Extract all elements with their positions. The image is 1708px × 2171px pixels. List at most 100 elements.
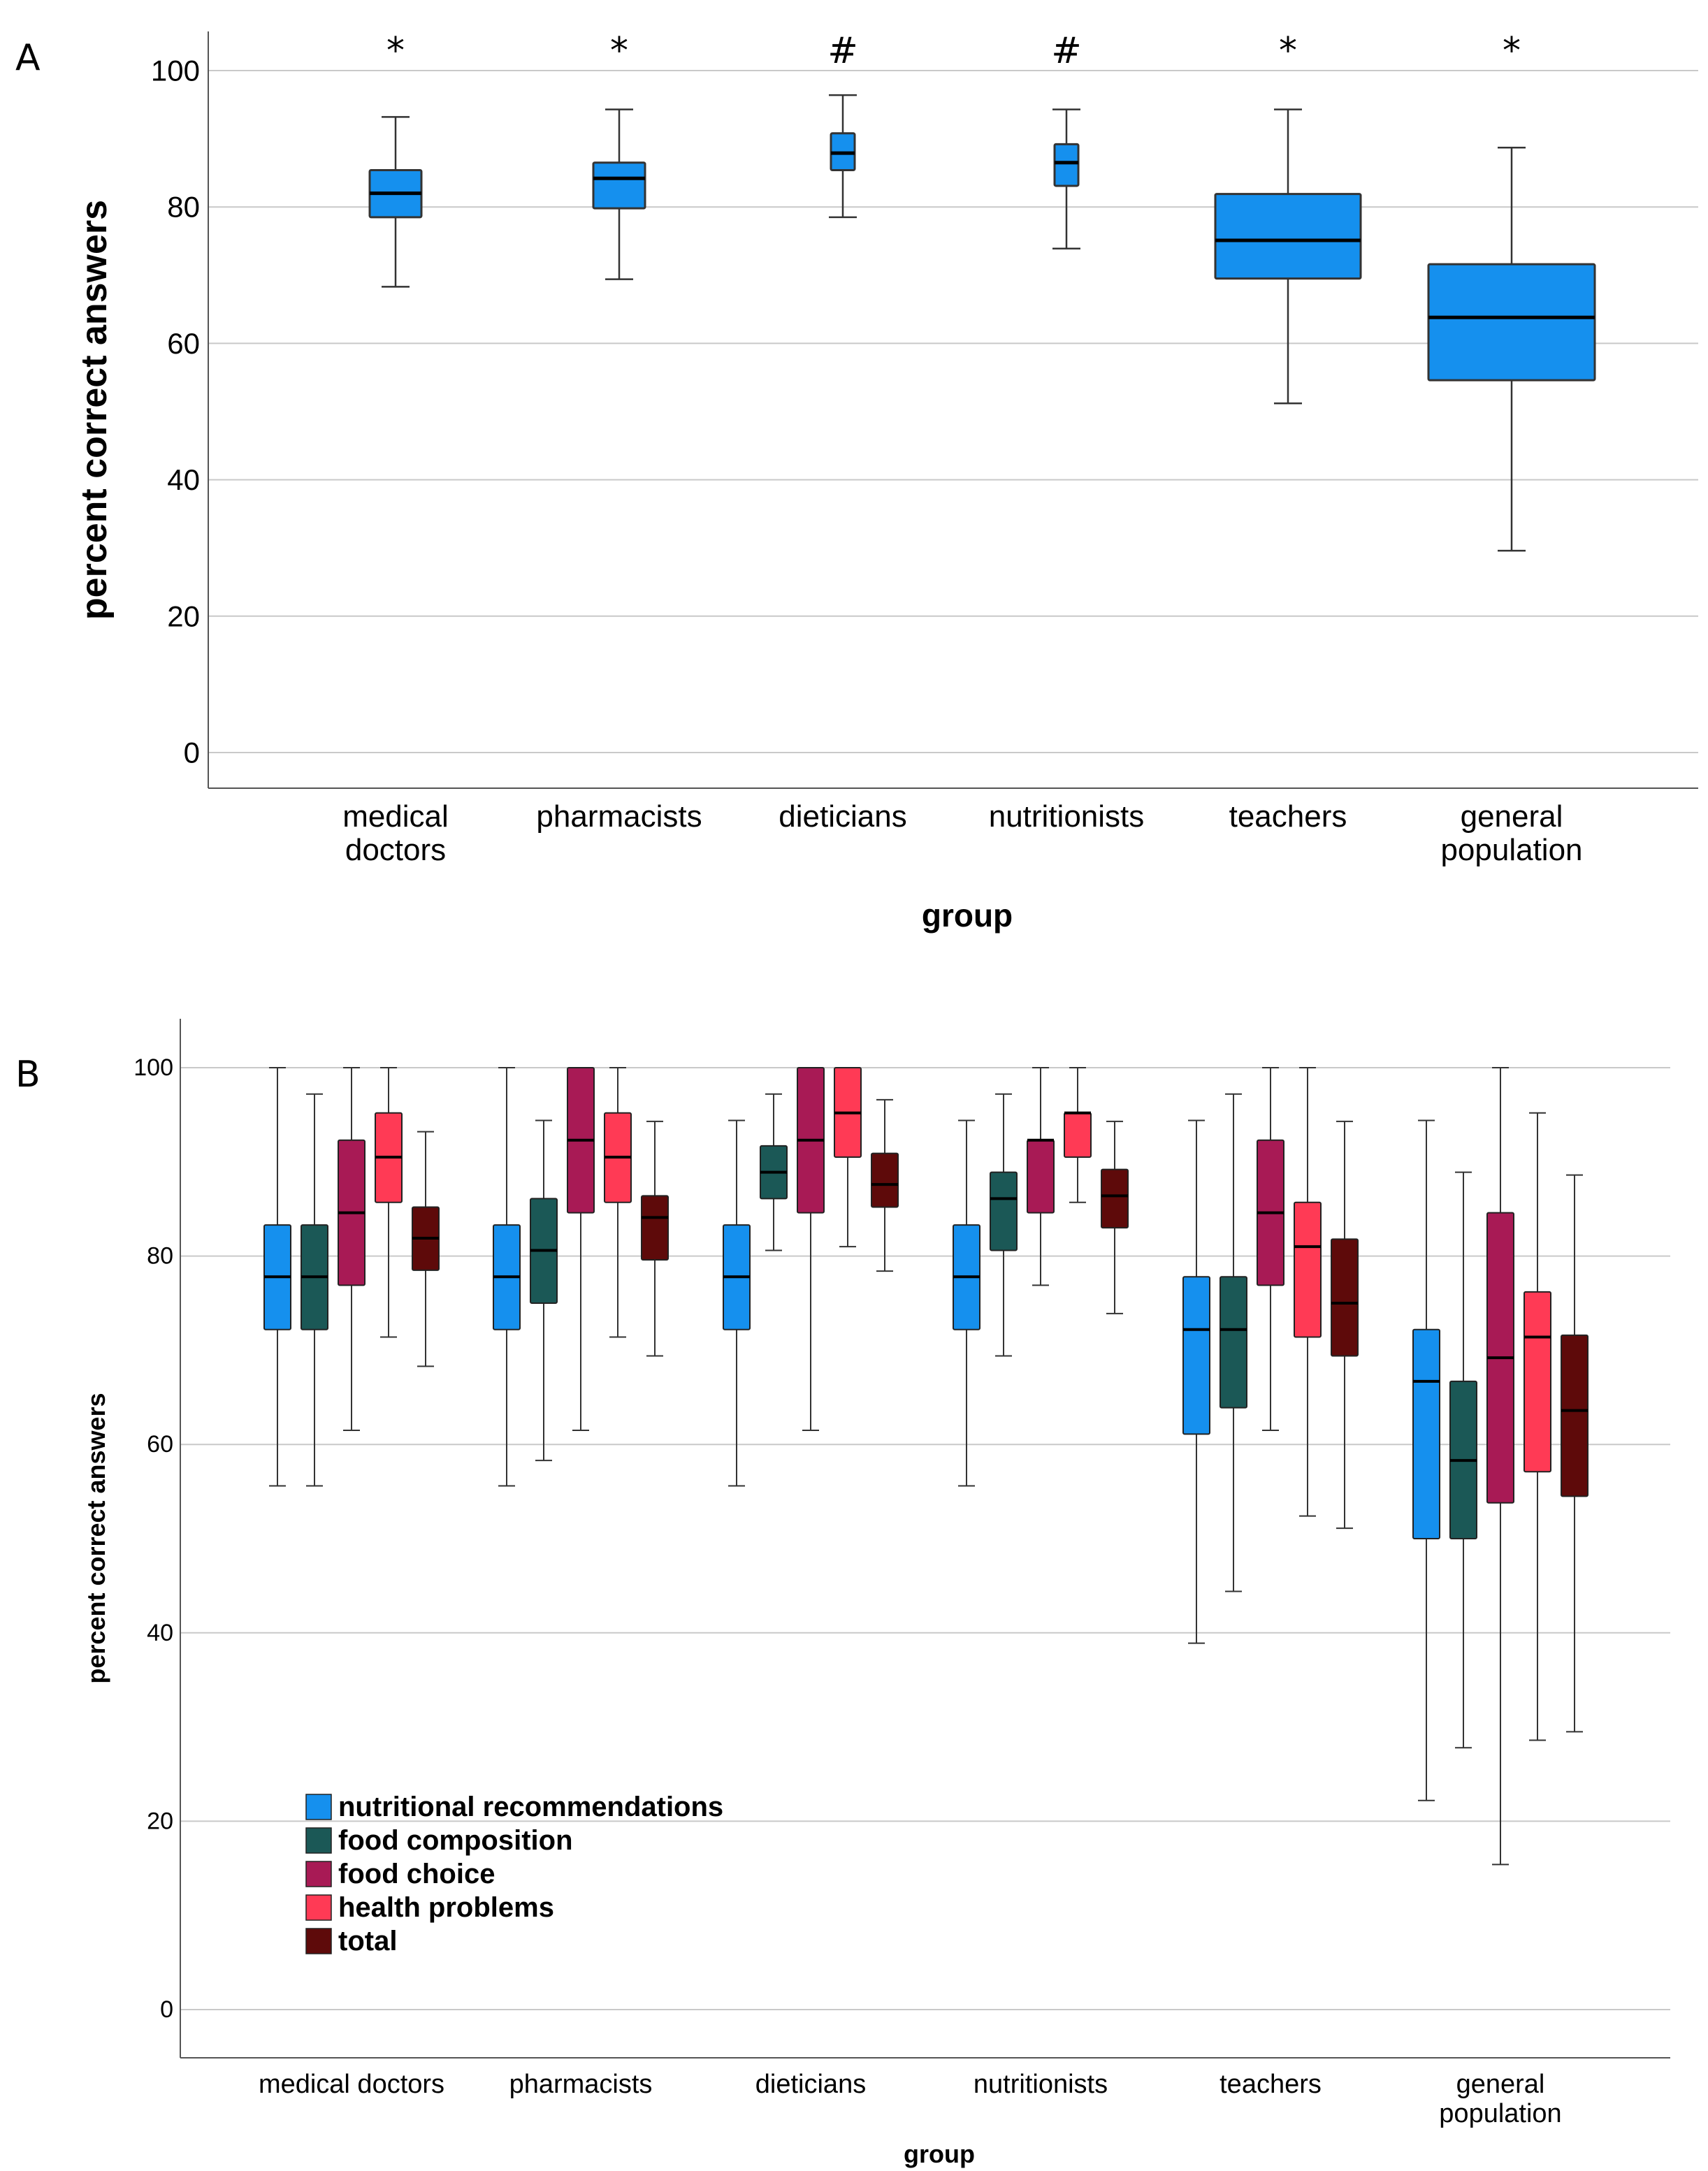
legend-swatch-total bbox=[305, 1928, 332, 1954]
box-nutritional-recommendations-teachers bbox=[1182, 1119, 1210, 1644]
box-total-nutritionists bbox=[1052, 108, 1080, 249]
box-total-general-population bbox=[1561, 1174, 1588, 1733]
significance-mark: * bbox=[1279, 30, 1297, 72]
series-total bbox=[412, 1098, 1588, 1733]
legend-label-food-choice: food choice bbox=[338, 1859, 495, 1889]
box-total-medical-doctors bbox=[368, 116, 423, 288]
x-tick-label-general-population: general population bbox=[1440, 799, 1582, 867]
significance-mark: # bbox=[1051, 30, 1082, 72]
box-iqr bbox=[990, 1171, 1018, 1251]
box-total-teachers bbox=[1214, 108, 1362, 405]
box-iqr bbox=[1064, 1112, 1092, 1159]
box-nutritional-recommendations-medical-doctors bbox=[263, 1067, 291, 1487]
box-iqr bbox=[1101, 1168, 1129, 1229]
x-tick-label-medical-doctors: medical doctors bbox=[342, 799, 449, 867]
y-tick-label: 0 bbox=[184, 736, 200, 769]
significance-mark: * bbox=[610, 30, 628, 72]
box-food-composition-nutritionists bbox=[990, 1093, 1018, 1357]
legend-label-total: total bbox=[338, 1926, 397, 1956]
box-food-composition-general-population bbox=[1449, 1171, 1477, 1749]
box-total-nutritionists bbox=[1101, 1120, 1129, 1314]
box-food-composition-medical-doctors bbox=[301, 1093, 328, 1487]
box-iqr bbox=[1561, 1334, 1588, 1497]
box-food-composition-pharmacists bbox=[530, 1119, 558, 1462]
box-iqr bbox=[1331, 1238, 1359, 1357]
box-health-problems-medical-doctors bbox=[375, 1067, 403, 1338]
box-total-teachers bbox=[1331, 1120, 1359, 1530]
y-tick-label: 60 bbox=[167, 327, 200, 360]
x-tick-label-pharmacists: pharmacists bbox=[536, 799, 702, 834]
x-tick-label-general-population: general population bbox=[1439, 2070, 1561, 2128]
y-tick-label: 40 bbox=[167, 463, 200, 496]
y-tick-label: 80 bbox=[167, 191, 200, 224]
x-tick-label-pharmacists: pharmacists bbox=[509, 2070, 653, 2099]
y-tick-label: 100 bbox=[151, 55, 200, 87]
box-iqr bbox=[1214, 193, 1362, 280]
box-food-choice-dieticians bbox=[797, 1067, 825, 1431]
box-iqr bbox=[1427, 263, 1596, 382]
box-total-pharmacists bbox=[641, 1120, 669, 1357]
y-axis-label: percent correct answers bbox=[82, 1393, 110, 1683]
legend-swatch-health-problems bbox=[305, 1894, 332, 1921]
box-iqr bbox=[871, 1152, 899, 1208]
y-tick-label: 60 bbox=[147, 1431, 173, 1458]
x-axis-label: group bbox=[922, 897, 1013, 934]
box-nutritional-recommendations-pharmacists bbox=[493, 1067, 521, 1487]
box-iqr bbox=[1027, 1139, 1055, 1214]
y-tick-label: 80 bbox=[147, 1243, 173, 1270]
x-tick-label-nutritionists: nutritionists bbox=[974, 2070, 1108, 2099]
x-tick-label-medical-doctors: medical doctors bbox=[259, 2070, 444, 2099]
y-tick-label: 40 bbox=[147, 1620, 173, 1646]
x-tick-label-dieticians: dieticians bbox=[755, 2070, 866, 2099]
series-health-problems bbox=[375, 1067, 1551, 1741]
y-tick-label: 20 bbox=[147, 1808, 173, 1834]
series-total bbox=[368, 94, 1596, 552]
box-health-problems-nutritionists bbox=[1064, 1067, 1092, 1203]
box-food-composition-teachers bbox=[1220, 1093, 1247, 1592]
box-food-choice-nutritionists bbox=[1027, 1067, 1055, 1286]
box-iqr bbox=[1182, 1276, 1210, 1435]
series-food-choice bbox=[338, 1067, 1514, 1866]
box-health-problems-dieticians bbox=[834, 1067, 862, 1248]
legend-swatch-nutritional-recommendations bbox=[305, 1794, 332, 1820]
x-tick-label-nutritionists: nutritionists bbox=[989, 799, 1145, 834]
box-iqr bbox=[1220, 1276, 1247, 1409]
box-total-dieticians bbox=[829, 94, 857, 219]
legend-label-health-problems: health problems bbox=[338, 1892, 554, 1923]
box-iqr bbox=[641, 1195, 669, 1261]
x-tick-label-teachers: teachers bbox=[1229, 799, 1347, 834]
x-tick-label-teachers: teachers bbox=[1220, 2070, 1322, 2099]
box-iqr bbox=[1294, 1201, 1322, 1338]
box-iqr bbox=[1053, 143, 1080, 187]
panel-a: A 0 20 40 60 80 100 percent correct answers grou… bbox=[15, 30, 1698, 934]
box-food-choice-medical-doctors bbox=[338, 1067, 366, 1431]
significance-mark: # bbox=[827, 30, 858, 72]
panel-letter: B bbox=[15, 1054, 41, 1096]
panel-letter: A bbox=[15, 37, 41, 79]
legend-swatch-food-choice bbox=[305, 1861, 332, 1887]
box-nutritional-recommendations-nutritionists bbox=[953, 1119, 980, 1487]
legend-swatch-food-composition bbox=[305, 1827, 332, 1854]
box-total-general-population bbox=[1427, 147, 1596, 552]
box-nutritional-recommendations-general-population bbox=[1412, 1119, 1440, 1801]
box-iqr bbox=[1524, 1291, 1551, 1473]
box-total-pharmacists bbox=[592, 108, 646, 280]
legend-label-nutritional-recommendations: nutritional recommendations bbox=[338, 1792, 723, 1822]
box-total-medical-doctors bbox=[412, 1131, 440, 1367]
y-tick-label: 20 bbox=[167, 600, 200, 632]
significance-mark: * bbox=[1503, 30, 1521, 72]
significance-mark: * bbox=[386, 30, 405, 72]
y-tick-label: 0 bbox=[160, 1996, 173, 2023]
box-health-problems-teachers bbox=[1294, 1067, 1322, 1517]
x-axis-label: group bbox=[904, 2140, 975, 2168]
box-nutritional-recommendations-dieticians bbox=[723, 1119, 751, 1487]
series-nutritional-recommendations bbox=[263, 1067, 1440, 1801]
box-health-problems-general-population bbox=[1524, 1112, 1551, 1741]
box-health-problems-pharmacists bbox=[604, 1067, 632, 1338]
y-axis-label: percent correct answers bbox=[74, 200, 115, 620]
box-iqr bbox=[592, 161, 646, 210]
box-food-choice-pharmacists bbox=[567, 1067, 595, 1431]
box-food-choice-teachers bbox=[1257, 1067, 1284, 1431]
